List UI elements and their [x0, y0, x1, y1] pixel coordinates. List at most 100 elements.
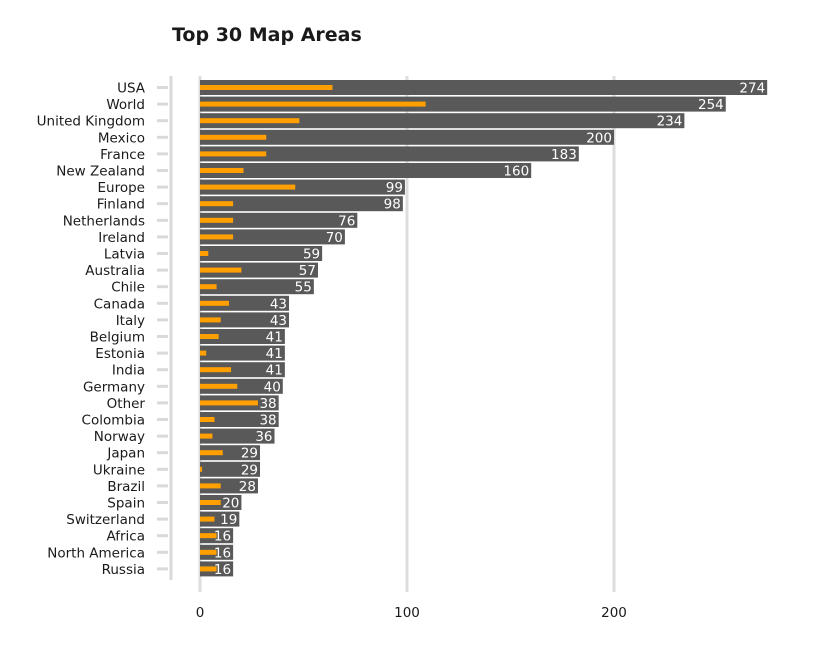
overlay-bar — [200, 367, 232, 373]
category-label: New Zealand — [56, 164, 145, 180]
value-label: 254 — [698, 97, 724, 113]
bar — [200, 196, 403, 212]
overlay-bar — [200, 450, 223, 456]
overlay-bar — [200, 566, 217, 572]
bar — [200, 129, 614, 145]
category-label: Africa — [106, 529, 145, 545]
bar — [200, 511, 240, 527]
category-label: Other — [107, 396, 146, 412]
category-label: Ireland — [98, 230, 145, 246]
overlay-bar — [200, 533, 217, 539]
overlay-bar — [200, 134, 267, 140]
value-label: 16 — [214, 529, 231, 545]
x-tick-label: 200 — [601, 605, 627, 621]
value-label: 43 — [270, 296, 287, 312]
category-label: Japan — [106, 446, 145, 462]
overlay-bar — [200, 549, 217, 555]
category-label: India — [112, 363, 145, 379]
category-label: Belgium — [90, 330, 145, 346]
category-label: Latvia — [104, 247, 145, 263]
overlay-bar — [200, 300, 229, 306]
bar — [200, 461, 261, 477]
value-label: 98 — [384, 197, 401, 213]
overlay-bar — [200, 383, 238, 389]
overlay-bar — [200, 168, 244, 173]
category-label: United Kingdom — [37, 114, 145, 130]
overlay-bar — [200, 201, 234, 207]
chart-title: Top 30 Map Areas — [172, 24, 362, 46]
value-label: 41 — [266, 363, 283, 379]
value-label: 59 — [303, 247, 320, 263]
overlay-bar — [200, 284, 217, 290]
bar — [200, 246, 323, 261]
overlay-bar — [200, 483, 221, 489]
overlay-bar — [200, 516, 215, 522]
category-label: France — [100, 147, 145, 163]
overlay-bar — [200, 267, 242, 273]
overlay-bar — [200, 500, 221, 505]
category-label: North America — [47, 545, 145, 561]
value-label: 16 — [214, 545, 231, 561]
bar — [200, 445, 261, 461]
category-label: Australia — [85, 263, 145, 279]
bar — [200, 179, 405, 195]
value-label: 38 — [259, 413, 276, 429]
bar — [200, 229, 345, 245]
category-label: Switzerland — [66, 512, 145, 528]
value-label: 55 — [295, 280, 312, 296]
category-label: Brazil — [107, 479, 145, 495]
category-label: Norway — [94, 429, 145, 445]
x-tick-label: 0 — [196, 605, 205, 621]
overlay-bar — [200, 118, 300, 124]
bar — [200, 378, 283, 394]
overlay-bar — [200, 251, 209, 256]
x-tick-label: 100 — [394, 605, 420, 621]
value-label: 38 — [259, 396, 276, 412]
overlay-bar — [200, 317, 221, 323]
bar — [200, 312, 290, 328]
category-label: Germany — [83, 379, 145, 395]
value-label: 19 — [220, 512, 237, 528]
bar — [200, 279, 314, 295]
category-label: Europe — [98, 180, 145, 196]
value-label: 76 — [338, 213, 355, 229]
bar — [200, 362, 285, 378]
category-label: Russia — [102, 562, 145, 578]
category-label: Netherlands — [63, 213, 145, 229]
bar — [200, 345, 285, 361]
overlay-bar — [200, 151, 267, 157]
value-label: 29 — [241, 462, 258, 478]
value-label: 40 — [264, 379, 281, 395]
value-label: 57 — [299, 263, 316, 279]
value-label: 20 — [222, 496, 239, 512]
value-label: 274 — [739, 81, 765, 97]
overlay-bar — [200, 466, 203, 472]
overlay-bar — [200, 234, 234, 240]
overlay-bar — [200, 85, 333, 90]
bar — [200, 96, 726, 112]
value-label: 41 — [266, 330, 283, 346]
bar — [200, 113, 685, 129]
overlay-bar — [200, 334, 219, 339]
bar — [200, 412, 279, 427]
bar — [200, 212, 358, 228]
bar — [200, 80, 768, 95]
value-label: 16 — [214, 562, 231, 578]
category-label: Canada — [94, 296, 145, 312]
value-label: 41 — [266, 346, 283, 362]
overlay-bar — [200, 101, 426, 107]
category-label: Chile — [111, 280, 145, 296]
bar — [200, 478, 258, 494]
category-label: Mexico — [98, 130, 145, 146]
bar — [200, 295, 290, 311]
overlay-bar — [200, 433, 213, 439]
value-label: 43 — [270, 313, 287, 329]
category-label: Estonia — [95, 346, 145, 362]
overlay-bar — [200, 350, 207, 356]
overlay-bar — [200, 400, 258, 406]
bar — [200, 146, 579, 162]
category-label: Finland — [97, 197, 145, 213]
overlay-bar — [200, 417, 215, 422]
category-label: Italy — [116, 313, 145, 329]
